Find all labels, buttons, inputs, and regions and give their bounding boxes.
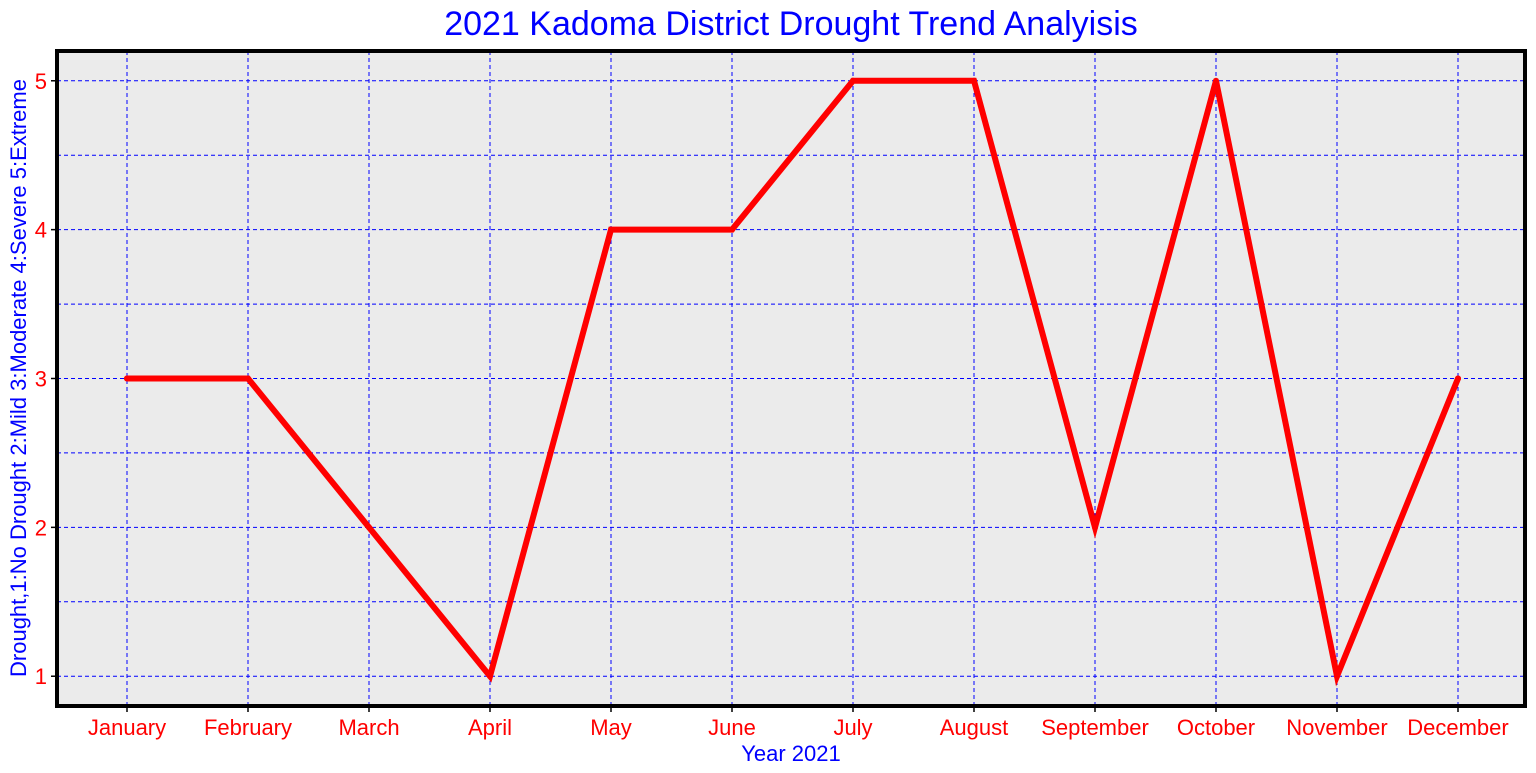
x-axis-label: Year 2021 [741,741,841,766]
y-axis-label: Drought,1:No Drought 2:Mild 3:Moderate 4… [6,79,31,677]
y-tick-label: 4 [35,218,47,243]
data-point-october [1213,77,1219,84]
x-axis-ticks: January February March April May June July Augu… [88,706,1509,740]
x-tick-label-november: November [1286,715,1387,740]
data-point-may [608,226,614,233]
x-tick-label-february: February [204,715,292,740]
series-points [124,77,1461,680]
x-tick-label-october: October [1177,715,1255,740]
drought-series-line [124,77,1461,687]
data-point-april [487,673,493,680]
y-tick-label: 1 [35,664,47,689]
x-tick-label-july: July [833,715,872,740]
chart-title: 2021 Kadoma District Drought Trend Analy… [444,5,1138,43]
data-point-march [366,524,372,531]
data-point-february [245,375,251,382]
data-point-december [1455,375,1461,382]
data-point-september [1092,524,1098,531]
x-tick-label-may: May [590,715,632,740]
data-point-january [124,375,130,382]
y-tick-label: 3 [35,367,47,392]
data-point-june [729,226,735,233]
x-tick-label-june: June [708,715,756,740]
x-tick-label-september: September [1041,715,1149,740]
x-tick-label-march: March [338,715,399,740]
x-tick-label-august: August [940,715,1009,740]
x-tick-label-december: December [1407,715,1508,740]
data-point-july [850,77,856,84]
data-point-november [1334,673,1340,680]
y-axis-ticks: 1 2 3 4 5 [35,69,57,689]
x-tick-label-january: January [88,715,166,740]
x-tick-label-april: April [468,715,512,740]
y-tick-label: 5 [35,69,47,94]
data-point-august [971,77,977,84]
y-tick-label: 2 [35,515,47,540]
